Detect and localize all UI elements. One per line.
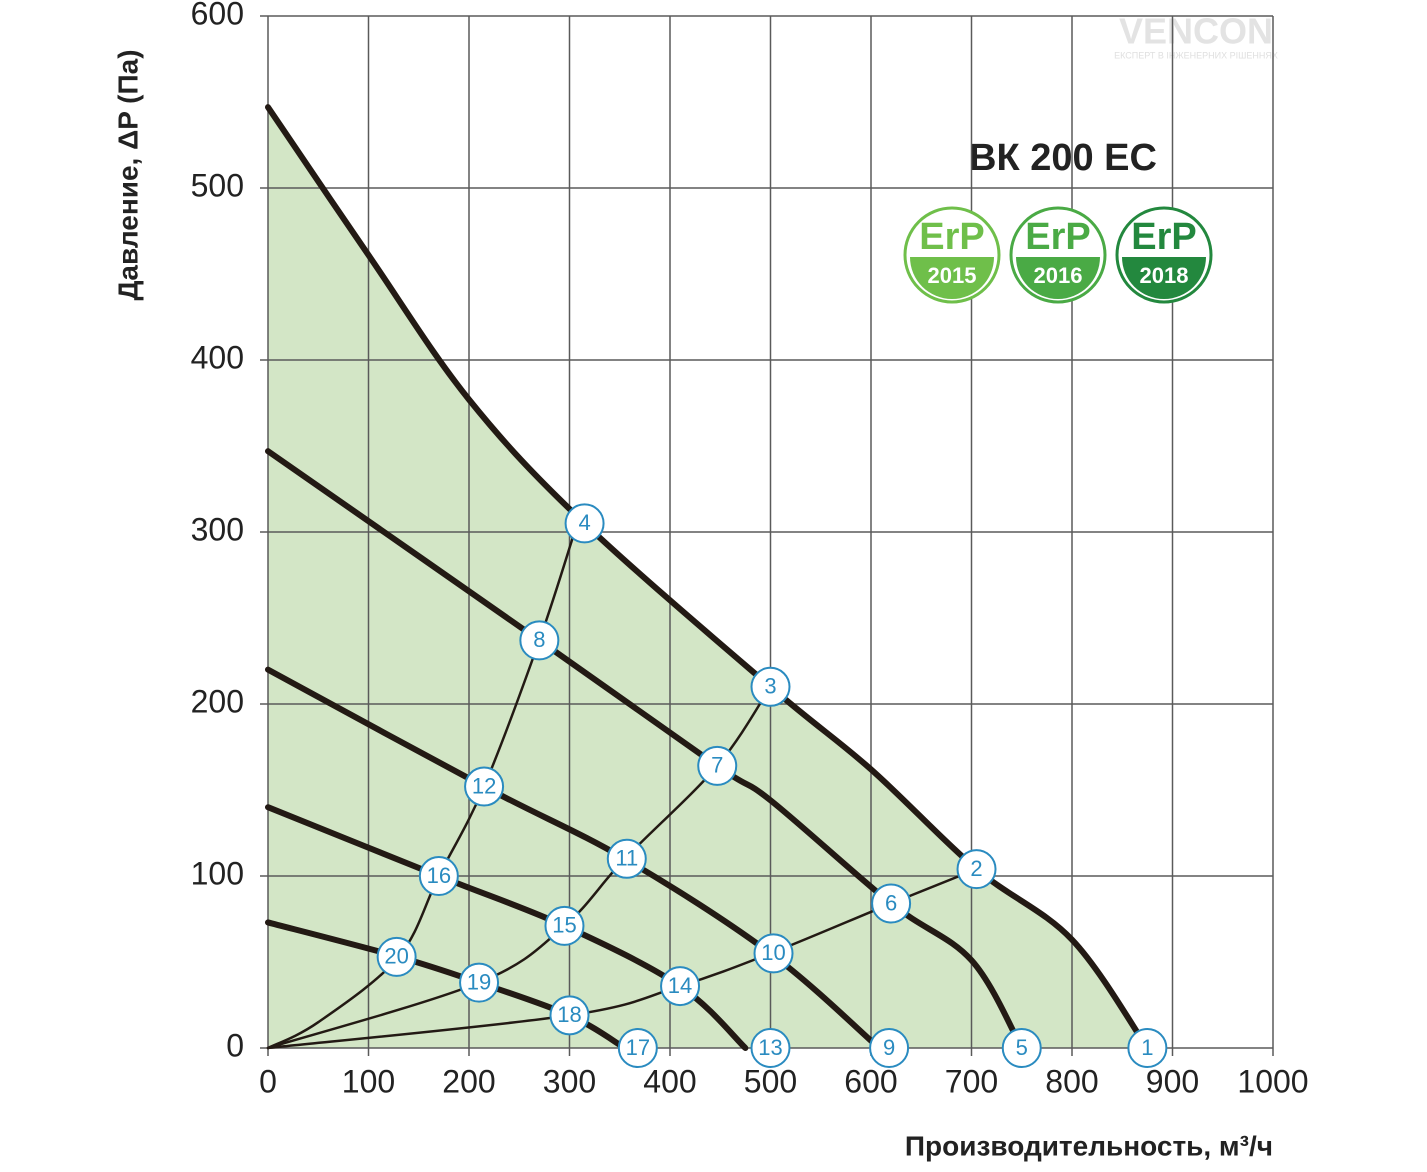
x-tick-label: 600 — [844, 1063, 897, 1099]
point-label: 11 — [615, 846, 638, 871]
x-tick-label: 500 — [744, 1063, 797, 1099]
point-marker — [606, 838, 647, 879]
point-label: 12 — [472, 773, 496, 798]
badge-text: ErP — [1025, 216, 1090, 258]
point-label: 20 — [384, 944, 408, 969]
x-tick-label: 1000 — [1237, 1063, 1308, 1099]
chart-title: ВК 200 ЕС — [969, 137, 1157, 179]
badge-year: 2016 — [1034, 263, 1083, 288]
point-label: 14 — [668, 973, 692, 998]
point-marker — [464, 766, 505, 807]
y-tick-label: 200 — [191, 683, 244, 719]
x-tick-label: 900 — [1146, 1063, 1199, 1099]
y-tick-label: 500 — [191, 167, 244, 203]
point-label: 15 — [552, 913, 576, 938]
point-marker — [750, 666, 791, 707]
x-axis-label: Производительность, м³/ч — [905, 1130, 1273, 1161]
point-label: 10 — [761, 940, 785, 965]
x-tick-label: 700 — [945, 1063, 998, 1099]
point-marker — [869, 1028, 910, 1068]
x-tick-label: 200 — [442, 1063, 495, 1099]
point-marker — [617, 1028, 658, 1068]
logo-subtitle: ЕКСПЕРТ В ІНЖЕНЕРНИХ РІШЕННЯХ — [1114, 50, 1278, 60]
point-marker — [871, 883, 912, 924]
point-label: 3 — [764, 674, 776, 699]
point-label: 16 — [427, 863, 451, 888]
y-tick-label: 600 — [191, 0, 244, 31]
badge-fill — [910, 257, 994, 299]
point-marker — [549, 995, 590, 1036]
point-marker — [1001, 1028, 1042, 1068]
y-tick-label: 0 — [226, 1027, 244, 1063]
point-label: 7 — [711, 753, 723, 778]
operating-area — [268, 107, 1148, 1048]
point-label: 19 — [467, 969, 491, 994]
point-marker — [544, 905, 585, 946]
point-marker — [660, 966, 701, 1007]
point-label: 18 — [557, 1002, 581, 1027]
point-label: 4 — [578, 510, 590, 535]
point-marker — [376, 936, 417, 977]
point-label: 5 — [1016, 1035, 1028, 1060]
badge-fill — [1122, 257, 1206, 299]
badge-text: ErP — [919, 216, 984, 258]
curve — [265, 448, 1025, 1051]
point-marker — [459, 962, 500, 1003]
point-marker — [564, 503, 605, 544]
point-marker — [956, 849, 997, 890]
y-tick-label: 300 — [191, 511, 244, 547]
y-tick-label: 100 — [191, 855, 244, 891]
point-marker — [753, 933, 794, 974]
x-tick-label: 400 — [643, 1063, 696, 1099]
y-tick-label: 400 — [191, 339, 244, 375]
badge-year: 2015 — [928, 263, 977, 288]
point-marker — [750, 1028, 791, 1068]
point-marker — [1127, 1028, 1168, 1068]
point-label: 8 — [533, 627, 545, 652]
badge-fill — [1016, 257, 1100, 299]
x-tick-label: 0 — [259, 1063, 277, 1099]
point-label: 1 — [1141, 1035, 1153, 1060]
point-label: 2 — [970, 856, 982, 881]
point-marker — [519, 620, 560, 661]
x-tick-label: 800 — [1045, 1063, 1098, 1099]
point-marker — [697, 745, 738, 786]
logo: VENCON — [1119, 11, 1273, 52]
point-marker — [418, 856, 459, 896]
point-label: 17 — [626, 1035, 650, 1060]
badge-text: ErP — [1131, 216, 1196, 258]
x-tick-label: 300 — [543, 1063, 596, 1099]
point-label: 13 — [758, 1035, 782, 1060]
badge-year: 2018 — [1140, 263, 1189, 288]
y-axis-label: Давление, ΔP (Па) — [112, 49, 143, 300]
x-tick-label: 100 — [342, 1063, 395, 1099]
point-label: 9 — [883, 1035, 895, 1060]
curve — [265, 104, 1151, 1051]
point-label: 6 — [885, 890, 897, 915]
